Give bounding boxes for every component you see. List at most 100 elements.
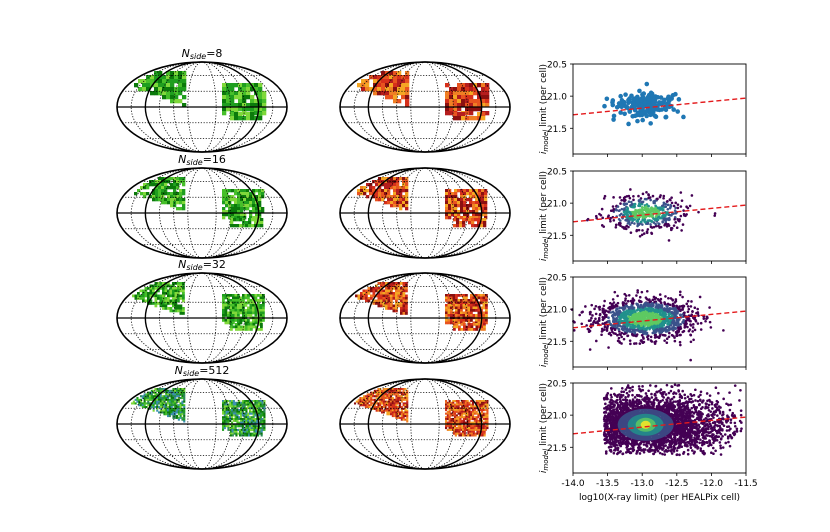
map-pixel	[402, 289, 406, 293]
map-pixel	[357, 402, 360, 405]
map-pixel	[154, 87, 159, 92]
data-point	[650, 220, 653, 223]
map-pixel	[402, 398, 405, 401]
map-pixel	[182, 192, 186, 196]
data-point	[676, 97, 682, 102]
map-pixel	[357, 294, 361, 298]
data-point	[656, 197, 659, 201]
map-pixel	[464, 412, 467, 415]
data-point	[662, 97, 667, 103]
map-pixel	[147, 391, 150, 394]
map-pixel	[239, 296, 243, 300]
map-pixel	[176, 198, 180, 202]
map-pixel	[177, 307, 180, 310]
data-point	[627, 293, 631, 297]
map-pixel	[472, 210, 476, 214]
map-pixel	[466, 409, 469, 412]
map-pixel	[247, 418, 250, 421]
map-pixel	[472, 407, 475, 410]
map-pixel	[405, 71, 410, 76]
map-pixel	[381, 395, 384, 398]
map-pixel	[477, 103, 482, 108]
map-pixel	[244, 294, 248, 297]
map-pixel	[256, 401, 259, 404]
map-pixel	[147, 395, 150, 398]
map-pixel	[263, 403, 266, 406]
map-pixel	[382, 400, 385, 403]
map-pixel	[473, 410, 476, 413]
map-pixel	[154, 297, 158, 300]
map-pixel	[387, 287, 391, 290]
map-pixel	[254, 319, 258, 322]
map-pixel	[229, 412, 232, 415]
data-point	[669, 327, 673, 330]
map-pixel	[183, 398, 186, 401]
data-point	[660, 216, 663, 220]
map-pixel	[395, 309, 398, 313]
map-pixel	[262, 311, 265, 315]
map-pixel	[222, 103, 227, 108]
map-pixel	[155, 180, 159, 184]
map-pixel	[361, 402, 364, 405]
map-pixel	[230, 218, 234, 222]
map-pixel	[448, 213, 452, 217]
map-pixel	[234, 319, 238, 322]
data-point	[619, 224, 622, 227]
map-pixel	[393, 71, 398, 76]
map-pixel	[457, 306, 461, 310]
map-pixel	[225, 425, 228, 428]
map-pixel	[240, 434, 243, 437]
map-pixel	[230, 432, 233, 435]
map-pixel	[177, 407, 180, 410]
map-pixel	[463, 419, 466, 422]
map-pixel	[400, 304, 403, 308]
map-pixel	[470, 421, 473, 424]
map-pixel	[245, 325, 248, 329]
map-pixel	[389, 83, 394, 88]
map-pixel	[457, 427, 460, 430]
map-pixel	[155, 183, 159, 187]
map-pixel	[150, 391, 153, 394]
map-pixel	[381, 411, 384, 414]
map-pixel	[165, 406, 168, 409]
map-pixel	[178, 87, 183, 92]
map-pixel	[468, 416, 471, 419]
map-pixel	[161, 189, 165, 193]
map-pixel	[405, 103, 410, 108]
map-pixel	[243, 401, 246, 404]
map-pixel	[245, 328, 248, 331]
map-pixel	[239, 224, 243, 228]
map-pixel	[361, 397, 364, 400]
map-pixel	[256, 416, 259, 419]
map-pixel	[467, 301, 471, 305]
map-pixel	[480, 328, 484, 331]
map-pixel	[402, 201, 406, 205]
map-pixel	[472, 304, 476, 307]
map-pixel	[262, 91, 267, 96]
map-pixel	[404, 391, 407, 394]
map-pixel	[404, 407, 407, 410]
data-point	[628, 223, 632, 226]
map-pixel	[454, 204, 458, 208]
map-pixel	[167, 415, 170, 418]
map-pixel	[149, 393, 152, 396]
map-pixel	[247, 400, 250, 403]
data-point	[675, 109, 681, 114]
data-point	[621, 99, 627, 105]
map-pixel	[179, 393, 182, 396]
map-pixel	[236, 218, 240, 222]
data-point	[692, 323, 695, 326]
map-pixel	[470, 296, 473, 300]
map-pixel	[237, 321, 240, 325]
map-pixel	[170, 393, 173, 396]
map-pixel	[405, 83, 410, 88]
map-pixel	[240, 429, 243, 432]
map-pixel	[167, 198, 171, 202]
map-pixel	[451, 195, 455, 199]
map-pixel	[179, 177, 183, 181]
map-pixel	[174, 287, 178, 290]
data-point	[642, 232, 646, 235]
map-pixel	[373, 79, 378, 84]
map-pixel	[257, 221, 261, 225]
map-pixel	[390, 409, 393, 412]
